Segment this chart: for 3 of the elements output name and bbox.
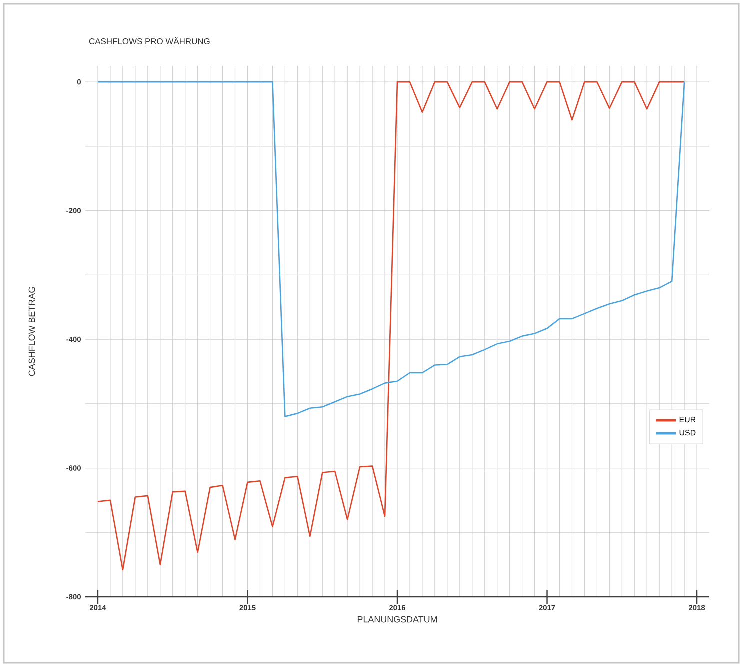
x-axis-title: PLANUNGSDATUM bbox=[358, 616, 438, 623]
y-axis-title: CASHFLOW BETRAG bbox=[28, 287, 36, 376]
chart-title: CASHFLOWS PRO WÄHRUNG bbox=[89, 37, 210, 44]
